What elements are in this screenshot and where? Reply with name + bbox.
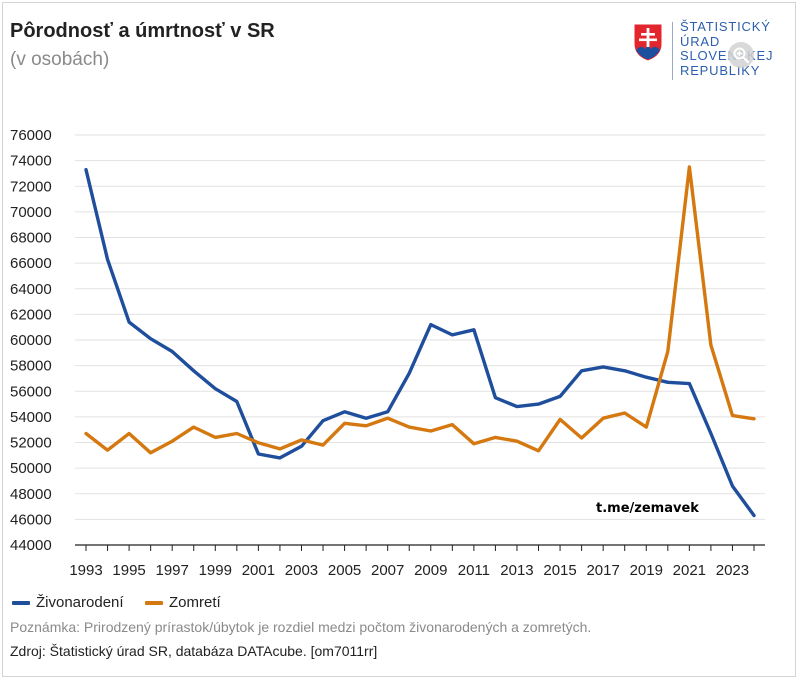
series-line-births bbox=[84, 167, 756, 518]
y-tick-label: 68000 bbox=[10, 230, 52, 247]
chart-subtitle: (v osobách) bbox=[10, 49, 110, 70]
x-tick-label: 1999 bbox=[199, 562, 232, 579]
x-tick-label: 2001 bbox=[242, 562, 275, 579]
legend-label-deaths: Zomretí bbox=[169, 594, 221, 611]
x-tick-label: 1995 bbox=[112, 562, 145, 579]
statistics-office-logo: ŠTATISTICKÝ ÚRAD SLOVENSKEJ REPUBLIKY bbox=[632, 19, 782, 84]
y-tick-label: 70000 bbox=[10, 204, 52, 221]
x-tick-label: 2017 bbox=[586, 562, 619, 579]
coat-of-arms-icon bbox=[633, 23, 663, 62]
y-tick-label: 60000 bbox=[10, 332, 52, 349]
zoom-in-icon[interactable] bbox=[728, 42, 754, 68]
legend-label-births: Živonarodení bbox=[36, 594, 124, 611]
y-tick-label: 52000 bbox=[10, 435, 52, 452]
logo-line: SLOVENSKEJ bbox=[680, 48, 774, 63]
y-tick-label: 72000 bbox=[10, 178, 52, 195]
y-tick-label: 64000 bbox=[10, 281, 52, 298]
x-tick-label: 2015 bbox=[543, 562, 576, 579]
legend-swatch-births bbox=[12, 600, 30, 605]
x-tick-label: 2021 bbox=[673, 562, 706, 579]
chart-note: Poznámka: Prirodzený prírastok/úbytok je… bbox=[10, 619, 592, 635]
x-tick-label: 2009 bbox=[414, 562, 447, 579]
y-tick-label: 62000 bbox=[10, 306, 52, 323]
x-tick-label: 1993 bbox=[69, 562, 102, 579]
magnifier-icon bbox=[733, 47, 750, 64]
x-tick-label: 1997 bbox=[156, 562, 189, 579]
legend-item-births[interactable]: Živonarodení bbox=[12, 594, 124, 611]
x-tick-label: 2003 bbox=[285, 562, 318, 579]
logo-line: ŠTATISTICKÝ bbox=[680, 19, 771, 34]
y-tick-label: 66000 bbox=[10, 255, 52, 272]
legend-swatch-deaths bbox=[145, 600, 163, 605]
line-chart: 44000 46000 48000 50000 52000 54000 56000 58000… bbox=[10, 127, 765, 579]
x-tick-label: 2023 bbox=[716, 562, 749, 579]
logo-divider bbox=[672, 22, 673, 80]
y-tick-label: 54000 bbox=[10, 409, 52, 426]
y-tick-label: 46000 bbox=[10, 511, 52, 528]
chart-source: Zdroj: Štatistický úrad SR, databáza DAT… bbox=[10, 643, 378, 659]
logo-line: ÚRAD bbox=[680, 33, 721, 49]
x-tick-label: 2007 bbox=[371, 562, 404, 579]
x-tick-label: 2013 bbox=[500, 562, 533, 579]
logo-line: REPUBLIKY bbox=[680, 62, 761, 78]
logo-text: ŠTATISTICKÝ ÚRAD SLOVENSKEJ REPUBLIKY bbox=[680, 19, 774, 78]
y-tick-label: 74000 bbox=[10, 153, 52, 170]
legend-item-deaths[interactable]: Zomretí bbox=[145, 594, 221, 611]
y-tick-label: 58000 bbox=[10, 358, 52, 375]
y-tick-label: 48000 bbox=[10, 486, 52, 503]
watermark-text: t.me/zemavek bbox=[596, 501, 699, 516]
x-tick-label: 2005 bbox=[328, 562, 361, 579]
x-tick-label: 2011 bbox=[458, 562, 490, 579]
chart-title: Pôrodnosť a úmrtnosť v SR bbox=[10, 20, 275, 42]
y-tick-label: 76000 bbox=[10, 127, 52, 144]
y-tick-label: 56000 bbox=[10, 383, 52, 400]
x-tick-label: 2019 bbox=[630, 562, 663, 579]
y-tick-label: 50000 bbox=[10, 460, 52, 477]
series-line-deaths bbox=[84, 165, 756, 455]
y-tick-label: 44000 bbox=[10, 537, 52, 554]
